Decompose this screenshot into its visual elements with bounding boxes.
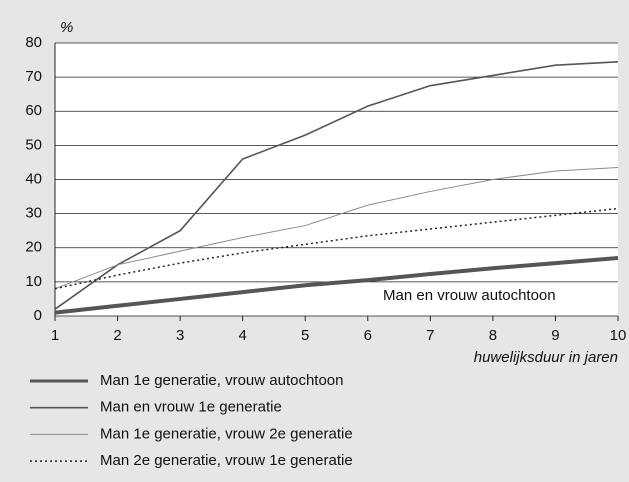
- y-tick-label: 50: [25, 136, 42, 153]
- x-tick-label: 8: [489, 327, 497, 344]
- legend-label: Man 1e generatie, vrouw 2e generatie: [100, 425, 353, 442]
- y-tick-label: 80: [25, 34, 42, 51]
- y-tick-label: 60: [25, 102, 42, 119]
- x-tick-label: 2: [113, 327, 121, 344]
- legend-label: Man 1e generatie, vrouw autochtoon: [100, 372, 344, 389]
- x-tick-label: 5: [301, 327, 309, 344]
- x-tick-label: 4: [238, 327, 246, 344]
- series-line: [54, 167, 619, 290]
- y-tick-label: 30: [25, 205, 42, 222]
- y-tick-label: 70: [25, 68, 42, 85]
- x-axis-label: huwelijksduur in jaren: [474, 349, 618, 366]
- x-tick-label: 1: [51, 327, 59, 344]
- x-tick-label: 7: [426, 327, 434, 344]
- y-tick-label: 40: [25, 170, 42, 187]
- legend-label: Man 2e generatie, vrouw 1e generatie: [100, 452, 353, 469]
- y-tick-label: 0: [34, 307, 42, 324]
- y-tick-label: 20: [25, 239, 42, 256]
- x-tick-label: 6: [364, 327, 372, 344]
- y-tick-label: 10: [25, 273, 42, 290]
- series-line: [54, 255, 619, 315]
- x-tick-label: 10: [610, 327, 627, 344]
- y-unit-label: %: [60, 19, 73, 36]
- x-tick-label: 3: [176, 327, 184, 344]
- legend-label: Man en vrouw 1e generatie: [100, 399, 282, 416]
- series-line: [54, 60, 619, 310]
- annotation: Man en vrouw autochtoon: [383, 287, 556, 304]
- x-tick-label: 9: [551, 327, 559, 344]
- series-line: [54, 207, 619, 290]
